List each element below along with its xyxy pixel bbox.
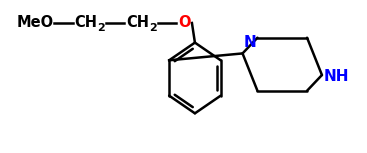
Text: 2: 2 (149, 23, 157, 33)
Text: O: O (178, 15, 190, 30)
Text: NH: NH (324, 69, 349, 84)
Text: N: N (244, 35, 256, 50)
Text: CH: CH (74, 15, 97, 30)
Text: CH: CH (127, 15, 149, 30)
Text: 2: 2 (97, 23, 105, 33)
Text: MeO: MeO (16, 15, 54, 30)
